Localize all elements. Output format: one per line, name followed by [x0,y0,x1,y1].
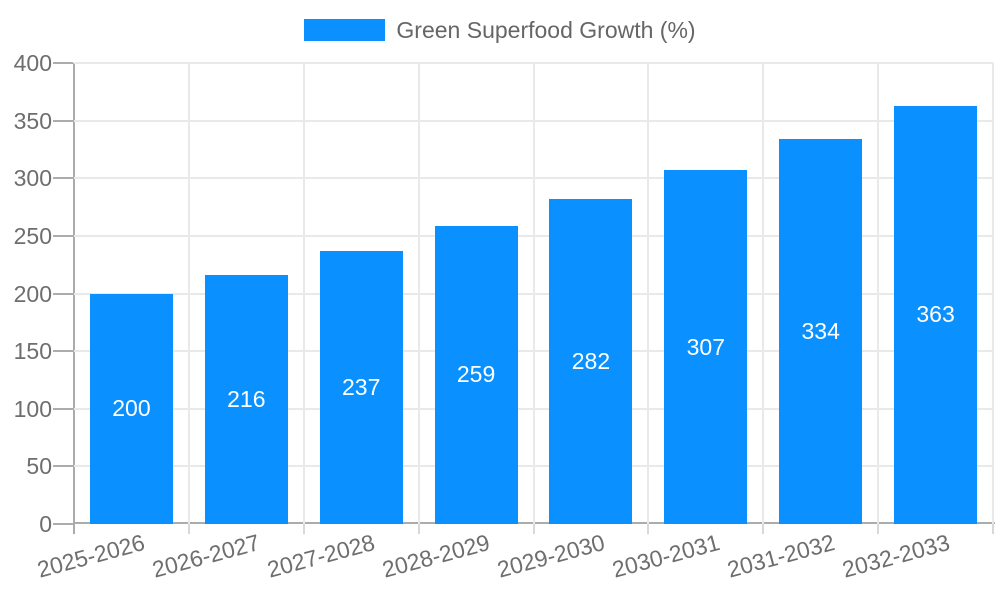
legend-label: Green Superfood Growth (%) [396,17,696,43]
y-tick-mark [53,234,73,237]
y-tick-label: 250 [13,222,52,249]
x-tick-label: 2028-2029 [379,529,493,583]
bar[interactable]: 307 [664,170,748,524]
bar-value-label: 237 [342,373,381,400]
bar-value-label: 282 [571,347,611,374]
bar-value-label: 259 [456,361,496,388]
bar-value-label: 216 [227,386,266,413]
legend-item[interactable]: Green Superfood Growth (%) [304,17,696,43]
bar[interactable]: 363 [894,105,978,524]
y-tick-label: 100 [13,395,52,422]
y-tick-label: 0 [39,511,52,537]
x-gridline [762,63,765,524]
y-tick-mark [53,119,73,122]
bar-value-label: 200 [112,395,151,422]
bar-value-label: 307 [686,333,725,360]
x-gridline [302,63,305,524]
x-gridline [647,63,650,524]
x-gridline [417,63,420,524]
y-tick-mark [53,465,73,468]
y-tick-mark [53,523,73,525]
y-tick-mark [53,407,73,410]
y-tick-label: 50 [26,453,52,480]
y-tick-label: 150 [13,338,52,365]
x-tick-mark [417,524,420,534]
x-tick-mark [762,524,765,534]
legend: Green Superfood Growth (%) [0,17,1000,43]
bar[interactable]: 259 [434,225,518,524]
x-tick-mark [187,524,190,534]
bar[interactable]: 282 [549,198,633,524]
x-tick-label: 2029-2030 [494,529,608,583]
bar[interactable]: 334 [779,139,863,524]
x-gridline [532,63,535,524]
x-tick-label: 2030-2031 [609,529,723,583]
y-tick-label: 200 [13,280,52,307]
y-tick-mark [53,350,73,353]
bar-value-label: 363 [916,301,955,328]
y-tick-mark [53,62,73,64]
x-tick-label: 2031-2032 [724,529,838,583]
x-gridline [187,63,190,524]
x-tick-label: 2026-2027 [149,529,263,583]
x-tick-mark [992,524,994,534]
x-tick-mark [877,524,880,534]
x-tick-mark [647,524,650,534]
bar-value-label: 334 [801,318,840,345]
x-tick-mark [73,524,75,534]
x-tick-label: 2032-2033 [839,529,953,583]
x-tick-label: 2027-2028 [264,529,378,583]
x-tick-label: 2025-2026 [34,529,148,583]
y-tick-mark [53,177,73,180]
y-tick-label: 350 [13,107,52,134]
x-gridline [877,63,880,524]
x-tick-mark [302,524,305,534]
y-tick-mark [53,292,73,295]
y-tick-label: 300 [13,165,52,192]
x-gridline [992,63,994,524]
y-tick-label: 400 [13,50,52,76]
bar[interactable]: 237 [319,250,403,524]
bar[interactable]: 200 [89,293,173,524]
x-tick-mark [532,524,535,534]
bar[interactable]: 216 [204,275,288,524]
legend-swatch [304,19,386,41]
